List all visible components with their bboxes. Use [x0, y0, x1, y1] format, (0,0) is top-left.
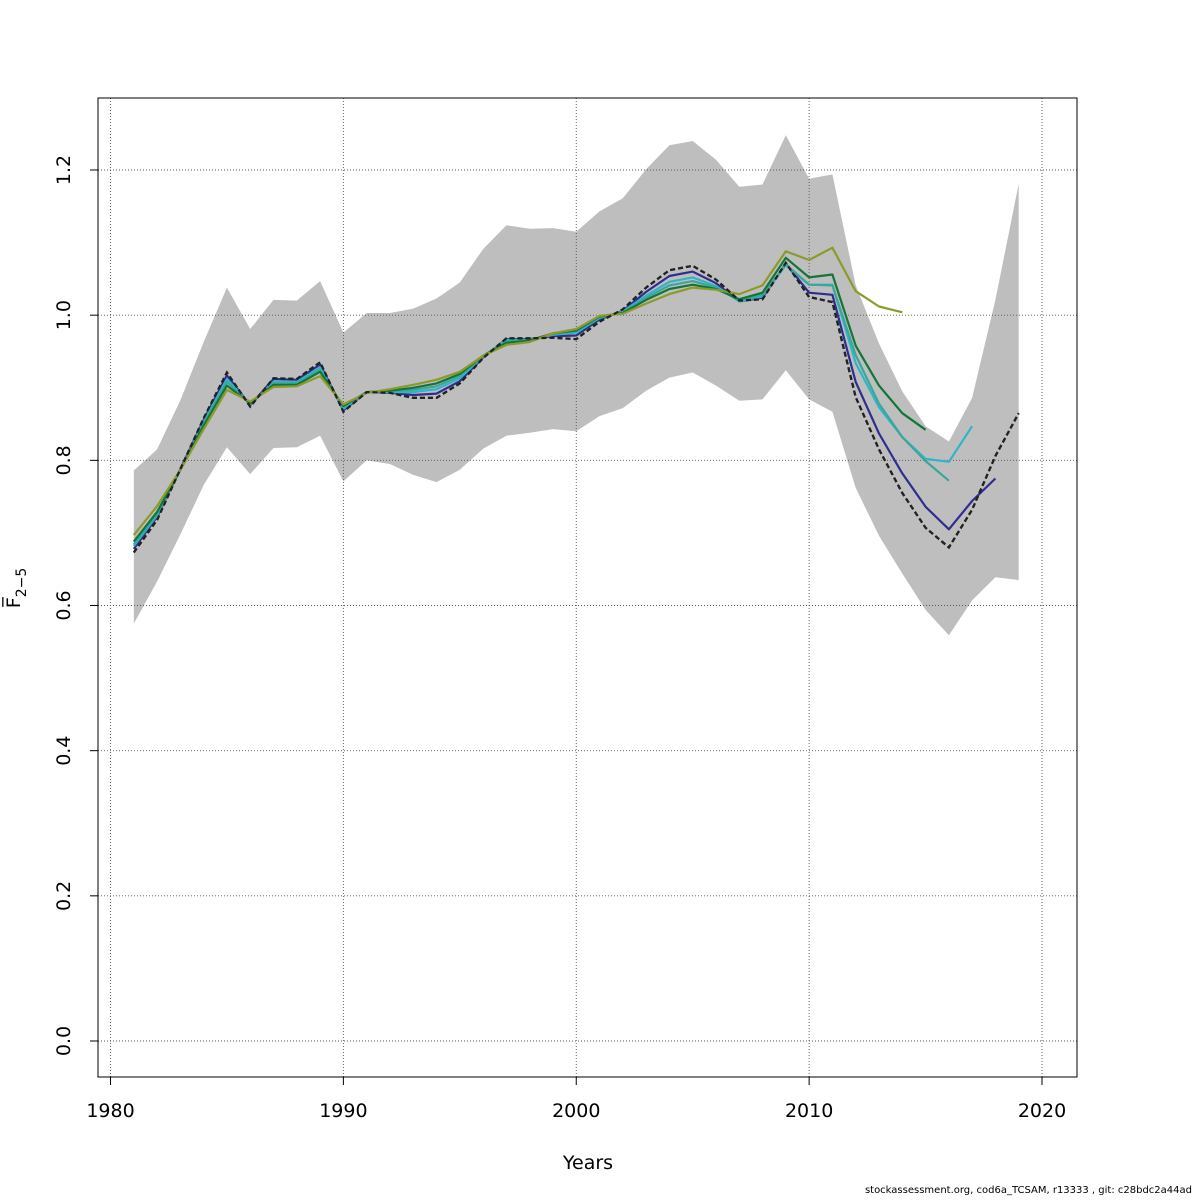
y-axis-title-main: F̅	[1, 596, 25, 608]
y-tick-label: 1.0	[53, 300, 75, 330]
y-tick-label: 1.2	[53, 155, 75, 185]
y-axis-title-subscript: 2−5	[14, 568, 30, 598]
x-axis-title: Years	[562, 1152, 613, 1174]
y-tick-label: 0.0	[53, 1026, 75, 1056]
y-tick-label: 0.4	[53, 736, 75, 766]
y-axis-title: F̅2−5	[1, 568, 30, 608]
plot-frame	[97, 97, 1078, 1078]
confidence-band-area	[133, 135, 1019, 636]
series-line-0-overlay	[132, 260, 1020, 554]
x-tick-label: 2020	[1018, 1100, 1066, 1122]
y-tick-label: 0.8	[53, 445, 75, 475]
x-tick-label: 1990	[319, 1100, 367, 1122]
axes: 1980 1990 2000 2010 2020 0.0 0.2 0.4 0.6 0.8 1.0 1.…	[53, 155, 1066, 1122]
x-tick-label: 2010	[785, 1100, 833, 1122]
footer-credit: stockassessment.org, cod6a_TCSAM, r13333…	[864, 1185, 1192, 1196]
confidence-band	[133, 135, 1019, 636]
grid	[98, 98, 1077, 1077]
y-tick-label: 0.6	[53, 590, 75, 620]
x-tick-label: 1980	[86, 1100, 134, 1122]
svg-text:F̅2−5: F̅2−5	[1, 568, 30, 608]
series-line-5	[132, 246, 903, 536]
x-tick-label: 2000	[552, 1100, 600, 1122]
series-line-1	[132, 262, 997, 550]
y-tick-label: 0.2	[53, 881, 75, 911]
series-lines	[132, 246, 1020, 554]
